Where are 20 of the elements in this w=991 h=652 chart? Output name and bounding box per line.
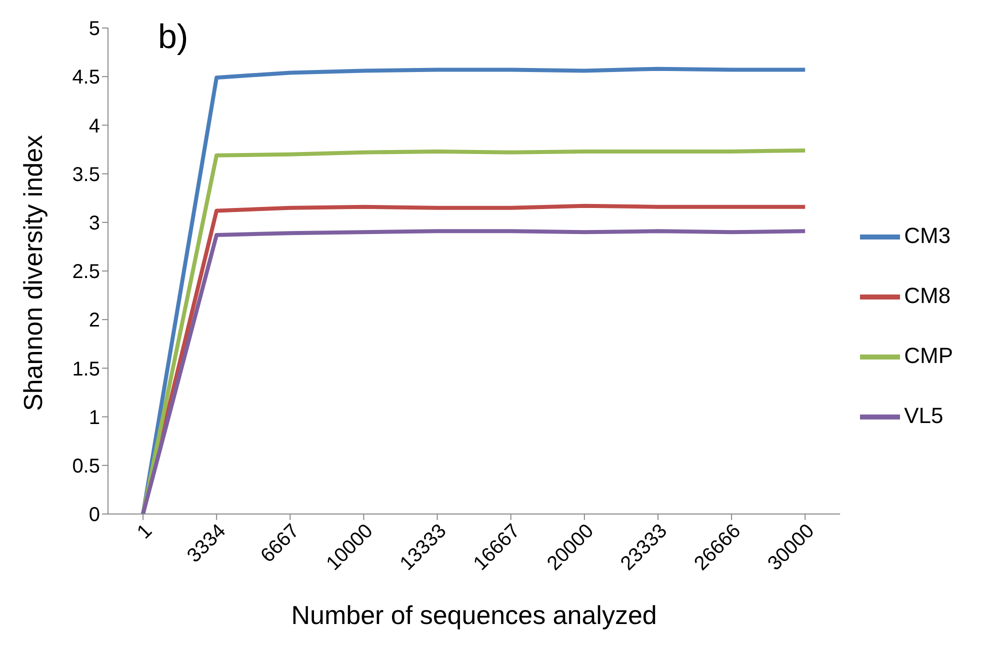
x-axis-title: Number of sequences analyzed (291, 600, 657, 630)
y-axis-title: Shannon diversity index (18, 134, 48, 411)
legend-label: VL5 (904, 403, 944, 428)
y-tick-label: 1 (88, 406, 100, 429)
y-tick-label: 0 (88, 504, 100, 526)
legend-label: CM3 (904, 223, 951, 248)
y-tick-label: 5 (88, 18, 100, 40)
legend-label: CMP (904, 343, 953, 368)
y-tick-label: 4 (88, 115, 100, 138)
annotation: b) (158, 18, 188, 57)
y-tick-label: 3 (88, 212, 100, 234)
y-tick-label: 1.5 (72, 358, 100, 380)
y-tick-label: 4.5 (72, 66, 100, 89)
y-tick-label: 3.5 (72, 164, 100, 186)
x-tick-label: 1 (133, 520, 157, 544)
line-series (141, 148, 808, 514)
legend-label: CM8 (904, 283, 951, 308)
y-tick-label: 2.5 (72, 261, 100, 284)
y-tick-label: 0.5 (72, 456, 100, 478)
y-tick-label: 2 (88, 310, 100, 332)
